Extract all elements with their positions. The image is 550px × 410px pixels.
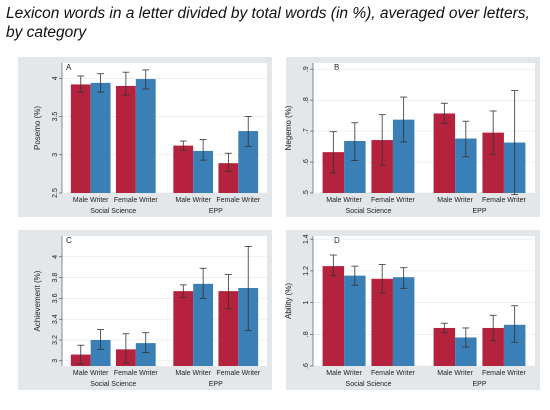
- x-category-label: Male Writer: [175, 370, 211, 377]
- x-category-label: Male Writer: [73, 370, 109, 377]
- y-tick-label: 4: [52, 255, 59, 259]
- bar: [482, 327, 504, 366]
- panel-letter: C: [66, 236, 72, 245]
- y-axis-label: Achievement (%): [33, 270, 42, 331]
- y-tick-label: 3.4: [52, 314, 59, 324]
- y-tick-label: 4: [52, 76, 59, 80]
- y-tick-label: 2.5: [52, 188, 59, 198]
- x-category-label: Female Writer: [482, 197, 526, 204]
- bar: [173, 291, 194, 366]
- bar: [392, 277, 415, 366]
- bar: [455, 337, 477, 366]
- bar: [482, 132, 504, 193]
- bar: [433, 113, 456, 193]
- y-tick-label: .6: [303, 159, 310, 165]
- y-tick-label: 3: [52, 153, 59, 157]
- y-tick-label: .8: [303, 97, 310, 103]
- x-category-label: Male Writer: [175, 197, 211, 204]
- bar: [218, 163, 239, 193]
- x-group-label: EPP: [472, 208, 486, 215]
- bar: [70, 84, 91, 193]
- x-category-label: Female Writer: [216, 370, 260, 377]
- bar: [503, 324, 526, 366]
- y-tick-label: .6: [303, 363, 310, 369]
- x-category-label: Female Writer: [371, 370, 415, 377]
- bar: [371, 278, 393, 366]
- y-tick-label: .9: [303, 66, 310, 72]
- bar: [90, 340, 111, 366]
- chart-panel-a: A 2.5 3 3.5 4 Posemo (%) Male Writer Female Wri…: [18, 57, 272, 217]
- chart-panel-d: D .6 .8 1 1.2 1.4 Ability (%) Male Writer Female…: [284, 230, 540, 390]
- chart-panel-b: B .5 .6 .7 .8 .9 Negemo (%) Male Writer Female W…: [284, 57, 540, 217]
- y-tick-label: 1.4: [303, 234, 310, 244]
- y-tick-label: 3.8: [52, 273, 59, 283]
- bar: [90, 82, 111, 193]
- bar: [344, 141, 366, 193]
- panel-letter: D: [334, 236, 340, 245]
- x-group-label: Social Science: [90, 208, 136, 215]
- bar: [135, 79, 156, 193]
- bar: [238, 131, 259, 193]
- x-category-label: Female Writer: [114, 370, 158, 377]
- bar: [218, 291, 239, 366]
- y-tick-label: 1: [303, 301, 310, 305]
- bar: [173, 145, 194, 193]
- x-category-label: Female Writer: [371, 197, 415, 204]
- x-category-label: Female Writer: [114, 197, 158, 204]
- x-category-label: Male Writer: [326, 197, 362, 204]
- bar: [322, 266, 345, 366]
- x-group-label: EPP: [209, 208, 223, 215]
- bar: [433, 327, 456, 366]
- x-category-label: Male Writer: [73, 197, 109, 204]
- y-tick-label: .5: [303, 190, 310, 196]
- bar: [455, 138, 477, 193]
- x-group-label: Social Science: [346, 381, 392, 388]
- chart-panel-c: C 3 3.2 3.4 3.6 3.8 4 Achievement (%) Male Write…: [18, 230, 272, 390]
- x-group-label: Social Science: [346, 208, 392, 215]
- bar: [392, 119, 415, 193]
- bar: [193, 283, 214, 366]
- y-axis-label: Posemo (%): [33, 106, 42, 150]
- y-tick-label: 3.5: [52, 112, 59, 122]
- bar: [344, 275, 366, 366]
- x-category-label: Female Writer: [482, 370, 526, 377]
- bar: [115, 85, 136, 193]
- y-tick-label: 1.2: [303, 266, 310, 276]
- x-category-label: Male Writer: [437, 197, 473, 204]
- y-tick-label: 3.2: [52, 335, 59, 345]
- x-category-label: Male Writer: [437, 370, 473, 377]
- y-tick-label: 3: [52, 359, 59, 363]
- page-title: Lexicon words in a letter divided by tot…: [6, 5, 530, 41]
- panel-letter: B: [334, 63, 339, 72]
- y-tick-label: .7: [303, 128, 310, 134]
- bar: [371, 140, 393, 193]
- y-tick-label: 3.6: [52, 293, 59, 303]
- x-group-label: EPP: [472, 381, 486, 388]
- x-category-label: Male Writer: [326, 370, 362, 377]
- y-axis-label: Ability (%): [284, 283, 293, 319]
- panel-letter: A: [66, 63, 72, 72]
- x-group-label: Social Science: [90, 381, 136, 388]
- x-group-label: EPP: [209, 381, 223, 388]
- y-tick-label: .8: [303, 331, 310, 337]
- bar: [135, 343, 156, 366]
- bar: [193, 150, 214, 193]
- x-category-label: Female Writer: [216, 197, 260, 204]
- y-axis-label: Negemo (%): [284, 105, 293, 150]
